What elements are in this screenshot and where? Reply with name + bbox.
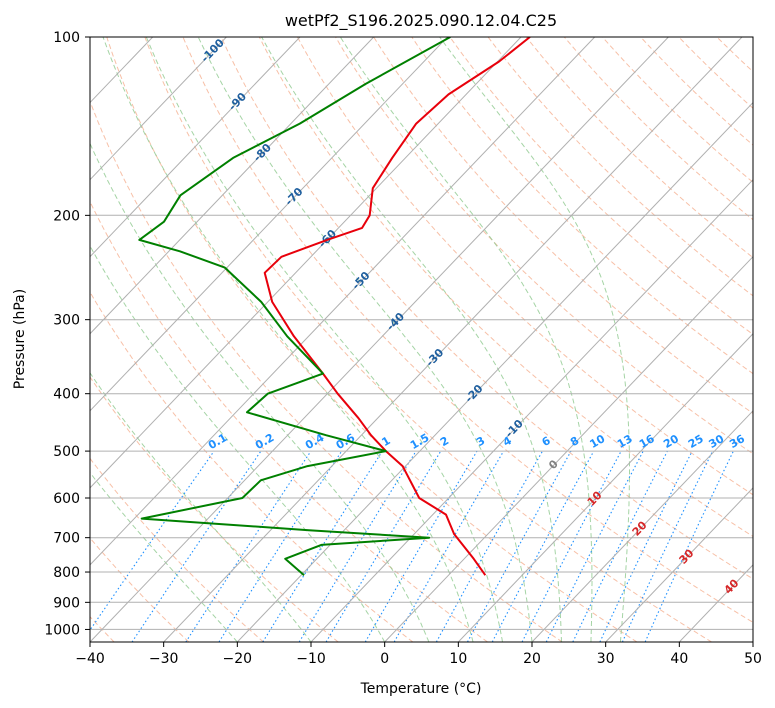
dry-adiabat-line [258,37,753,538]
x-tick-label: −40 [75,651,105,667]
dry-adiabat-line [182,37,753,623]
dry-adiabat-line [90,457,264,642]
y-tick-label: 200 [53,208,80,224]
dry-adiabat-line [449,37,753,336]
isotherm-line [90,37,596,566]
x-axis-ticks: −40 −30 −20 −10 0 10 20 30 40 50 [75,642,762,667]
x-tick-label: −20 [223,651,253,667]
moist-adiabat-line [197,37,533,642]
dry-adiabat-line [563,37,753,221]
dry-adiabat-line [220,37,753,580]
isotherm-line [752,641,753,642]
isotherm-line [0,37,5,642]
moist-adiabat-line [339,37,593,642]
x-tick-label: 40 [670,651,688,667]
x-tick-label: 30 [597,651,615,667]
plot-background [90,37,753,642]
dry-adiabat-line [106,37,638,642]
dry-adiabat-line [411,37,753,375]
dry-adiabat-line [373,37,753,414]
y-tick-label: 500 [53,444,80,460]
x-tick-label: −30 [149,651,179,667]
x-tick-label: −10 [296,651,326,667]
y-tick-label: 100 [53,30,80,46]
isotherm-line [90,37,375,335]
dry-adiabat-line [90,537,190,642]
x-tick-label: 20 [523,651,541,667]
moist-adiabat-line [90,471,238,642]
dewpoint-profile-line [138,37,451,576]
background-lines [0,37,775,642]
y-tick-label: 400 [53,387,80,403]
isotherm-line [90,37,522,489]
mixing-ratio-line [218,450,343,642]
moist-adiabat-line [90,244,386,642]
moist-adiabat-line [439,37,630,642]
y-tick-label: 600 [53,491,80,507]
x-tick-label: 10 [449,651,467,667]
x-tick-label: 0 [380,651,389,667]
mixing-ratio-line [185,450,312,642]
mixing-ratio-line [90,450,215,631]
isotherm-line [236,101,753,642]
temperature-profile-line [263,37,531,576]
mixing-ratio-line [298,450,417,642]
mixing-ratio-line [435,450,543,642]
isotherm-line [163,37,743,642]
dry-adiabat-line [335,37,753,455]
mixing-ratio-line [467,450,572,642]
y-tick-label: 1000 [44,622,80,638]
dry-adiabat-line [144,37,712,642]
isotherm-line [310,178,753,642]
mixing-ratio-line [545,450,644,642]
isotherm-line [384,255,753,642]
plot-frame [89,36,754,643]
isotherm-line [605,487,753,642]
isotherm-line [457,333,753,642]
isotherm-line [531,410,753,642]
dry-adiabat-line [296,37,753,496]
x-axis-label: Temperature (°C) [360,681,482,697]
y-tick-label: 900 [53,595,80,611]
mixing-ratio-line [572,450,668,642]
chart-title: wetPf2_S196.2025.090.12.04.C25 [285,11,557,31]
dry-adiabat-line [640,37,753,146]
mixing-ratio-line [131,450,262,642]
moist-adiabat-line [90,371,312,642]
y-tick-label: 700 [53,531,80,547]
dry-adiabat-line [487,37,753,297]
y-axis-label: Pressure (hPa) [12,289,28,389]
isotherm-line [90,37,669,642]
dry-adiabat-line [755,37,775,642]
moist-adiabat-line [145,37,503,642]
y-axis-ticks: 100 200 300 400 500 600 700 800 900 1000 [44,30,90,638]
y-tick-label: 800 [53,565,80,581]
dry-adiabat-line [90,200,488,642]
data-series [138,37,531,576]
dry-adiabat-line [90,99,563,642]
isotherm-line [90,37,448,412]
isotherm-line [90,37,227,181]
moist-adiabat-line [102,37,474,642]
isotherm-line [90,37,301,258]
dry-adiabat-line [90,291,414,642]
moist-adiabat-line [261,37,562,642]
y-tick-label: 300 [53,313,80,329]
x-tick-label: 50 [744,651,762,667]
